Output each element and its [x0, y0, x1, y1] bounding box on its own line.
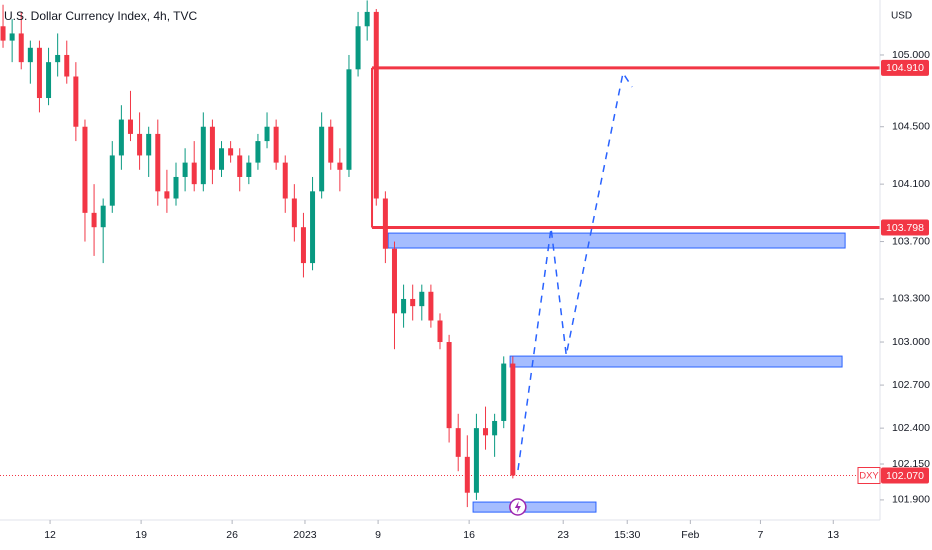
last-price-label: 102.070: [886, 470, 924, 482]
y-tick-label: 104.500: [892, 121, 930, 133]
candle-body: [127, 119, 133, 134]
candle-body: [137, 133, 143, 156]
candle-body: [410, 298, 416, 307]
candle-body: [246, 162, 252, 177]
candle-body: [437, 320, 443, 343]
candle-body: [209, 126, 215, 170]
x-tick-label: 7: [758, 529, 764, 541]
candle-body: [346, 69, 352, 170]
candle-body: [100, 205, 106, 228]
candle-body: [273, 126, 279, 163]
y-tick-label: 105.000: [892, 49, 930, 61]
candle-body: [255, 141, 261, 163]
candle-body: [355, 26, 361, 70]
projection-path: [517, 71, 633, 471]
candle-body: [264, 126, 270, 142]
x-tick-label: 2023: [293, 529, 317, 541]
candle-body: [18, 33, 24, 63]
x-tick-label: 15:30: [614, 529, 640, 541]
level-tag: [881, 59, 929, 76]
candle-body: [55, 54, 61, 63]
candle-body: [428, 291, 434, 321]
candle-body: [219, 148, 225, 170]
symbol-tag-label: DXY: [859, 471, 879, 482]
candle-body: [0, 26, 6, 41]
event-icon-bolt: [514, 501, 521, 513]
candle-body: [419, 291, 425, 307]
y-tick-label: 102.700: [892, 379, 930, 391]
candle-body: [483, 428, 489, 436]
axes: 105.000 104.500 104.100 103.700 103.300 103.0…: [44, 49, 930, 541]
x-tick-label: 13: [827, 529, 839, 541]
candle-body: [391, 248, 397, 314]
candle-body: [382, 198, 388, 249]
y-tick-label: 101.900: [892, 494, 930, 506]
candle-body: [446, 342, 452, 429]
candle-body: [118, 119, 124, 156]
candle-body: [300, 227, 306, 264]
candle-body: [310, 191, 316, 264]
x-tick-label: 16: [463, 529, 475, 541]
x-tick-label: Feb: [681, 529, 699, 541]
candle-body: [82, 126, 88, 213]
candle-body: [492, 420, 498, 436]
candle-body: [173, 176, 179, 199]
candle-body: [109, 155, 115, 206]
candle-body: [473, 428, 479, 493]
x-tick-label: 12: [44, 529, 56, 541]
candle-body: [164, 191, 170, 199]
candle-body: [146, 133, 152, 156]
candle-body: [337, 162, 343, 170]
zone: [387, 232, 846, 249]
candle-body: [228, 148, 234, 156]
candle-body: [36, 47, 42, 99]
level-tag-label: 103.798: [886, 222, 924, 234]
symbol-tag: [857, 467, 881, 485]
candle-body: [46, 62, 52, 99]
x-tick-label: 19: [135, 529, 147, 541]
candle-body: [455, 428, 461, 457]
candle-body: [401, 298, 407, 314]
y-tick-label: 102.400: [892, 422, 930, 434]
zone: [509, 355, 843, 368]
candle-body: [182, 162, 188, 177]
x-tick-label: 9: [375, 529, 381, 541]
chart-title: U.S. Dollar Currency Index, 4h, TVC: [4, 9, 198, 23]
candle-body: [73, 76, 79, 127]
y-tick-label: 102.150: [892, 458, 930, 470]
candle-body: [510, 363, 516, 476]
candle-body: [501, 363, 507, 421]
candle-body: [200, 126, 206, 185]
candle-body: [155, 133, 161, 192]
candle-body: [464, 456, 470, 493]
candle-body: [64, 54, 70, 77]
y-tick-label: 103.300: [892, 293, 930, 305]
level-tag: [881, 219, 929, 236]
x-tick-label: 26: [226, 529, 238, 541]
currency-label: USD: [891, 11, 912, 22]
level-tag-label: 104.910: [886, 62, 924, 74]
candle-body: [9, 33, 15, 41]
candle-body: [191, 162, 197, 185]
y-tick-label: 103.000: [892, 336, 930, 348]
candle-body: [91, 212, 97, 228]
candle-body: [237, 155, 243, 177]
x-tick-label: 23: [557, 529, 569, 541]
plot-area: [0, 0, 880, 513]
zone: [472, 501, 597, 513]
y-tick-label: 104.100: [892, 178, 930, 190]
candle-body: [27, 47, 33, 63]
candle-body: [373, 11, 379, 199]
last-price-tag: [881, 467, 929, 484]
candle-body: [319, 126, 325, 192]
candle-body: [364, 11, 370, 27]
y-tick-label: 103.700: [892, 235, 930, 247]
candle-body: [328, 126, 334, 163]
candle-body: [291, 198, 297, 228]
candle-body: [282, 162, 288, 199]
